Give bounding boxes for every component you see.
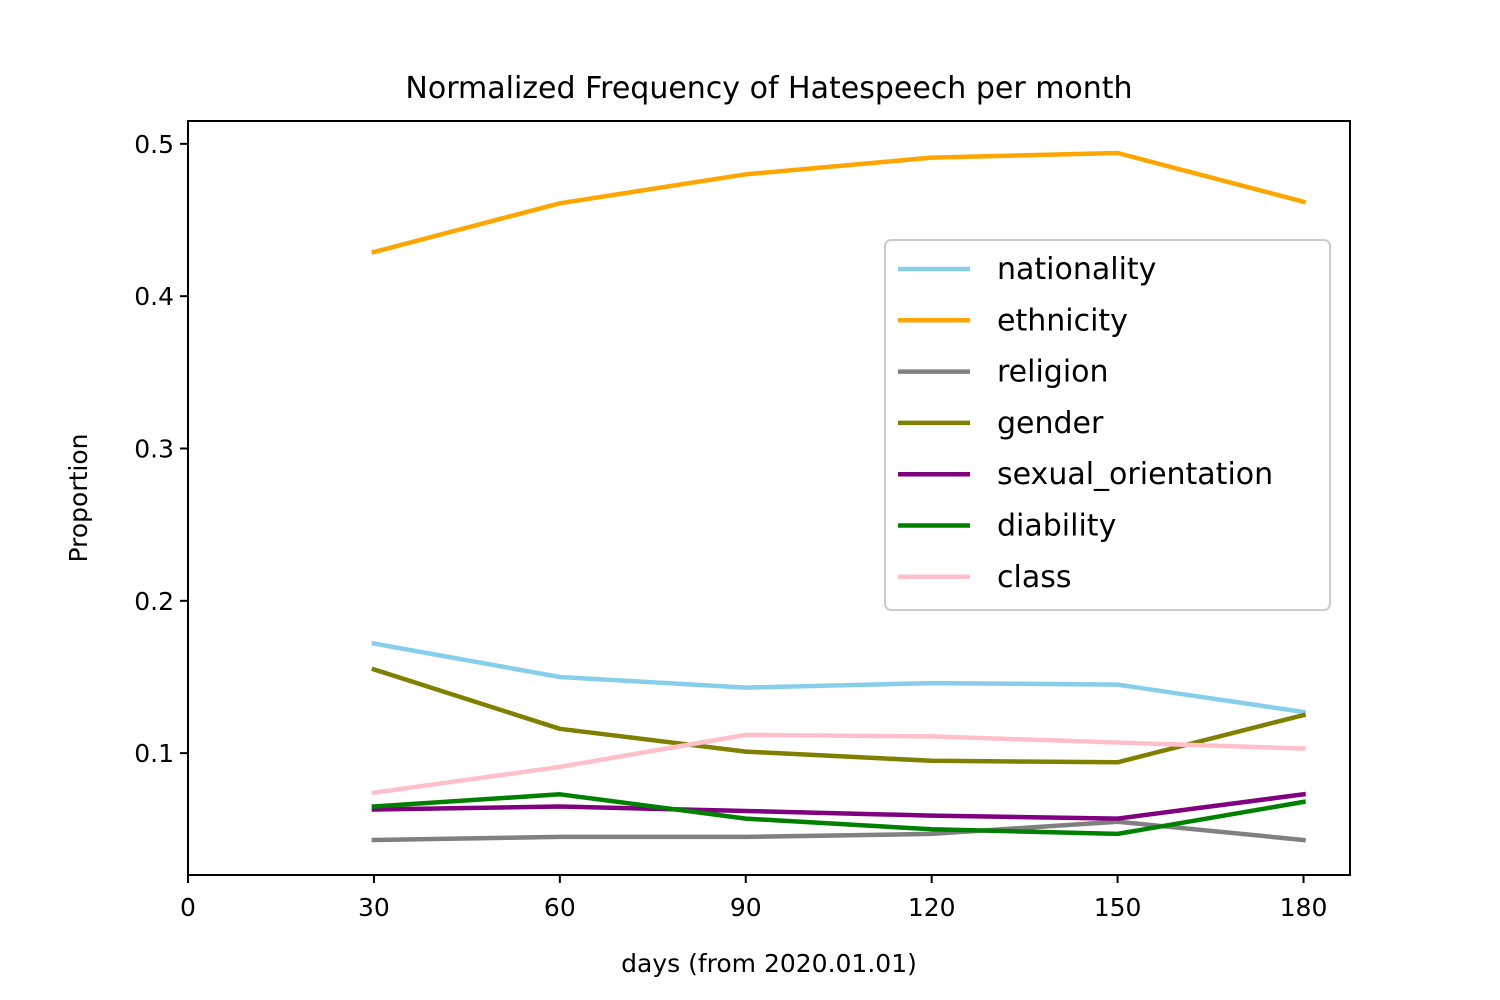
legend-label-diability: diability <box>997 509 1116 544</box>
series-layer <box>371 150 1307 843</box>
series-line-class <box>371 732 1306 796</box>
legend-label-ethnicity: ethnicity <box>997 303 1128 338</box>
plot-frame <box>187 120 1351 876</box>
y-tick-label: 0.4 <box>134 282 174 311</box>
x-tick-label: 0 <box>180 893 196 922</box>
series-line-religion <box>371 819 1306 843</box>
series-line-nationality <box>371 640 1307 715</box>
y-axis: 0.1 0.2 0.3 0.4 0.5 <box>134 130 188 768</box>
x-tick-label: 150 <box>1094 893 1142 922</box>
y-tick-label: 0.3 <box>134 434 174 463</box>
x-tick-label: 180 <box>1280 893 1328 922</box>
legend-label-gender: gender <box>997 406 1104 441</box>
x-tick-label: 90 <box>730 893 762 922</box>
y-tick-label: 0.2 <box>134 587 174 616</box>
series-line-sexual-orientation <box>371 791 1307 821</box>
legend-label-nationality: nationality <box>997 252 1156 287</box>
legend-label-class: class <box>997 560 1071 595</box>
x-tick-label: 60 <box>544 893 576 922</box>
series-line-gender <box>371 666 1307 765</box>
x-axis: 0 30 60 90 120 150 180 <box>180 875 1327 922</box>
y-tick-label: 0.1 <box>134 739 174 768</box>
legend-box <box>884 239 1331 611</box>
chart-title: Normalized Frequency of Hatespeech per m… <box>405 71 1132 106</box>
x-tick-label: 30 <box>358 893 390 922</box>
y-axis-label: Proportion <box>64 434 93 563</box>
series-line-ethnicity <box>371 150 1307 255</box>
x-axis-label: days (from 2020.01.01) <box>621 949 917 978</box>
legend-label-religion: religion <box>997 355 1109 390</box>
legend: nationality ethnicity religion gender sexual… <box>884 239 1331 611</box>
legend-label-sexual-orientation: sexual_orientation <box>997 457 1273 492</box>
y-tick-label: 0.5 <box>134 130 174 159</box>
x-tick-label: 120 <box>908 893 956 922</box>
series-line-diability <box>371 792 1307 837</box>
